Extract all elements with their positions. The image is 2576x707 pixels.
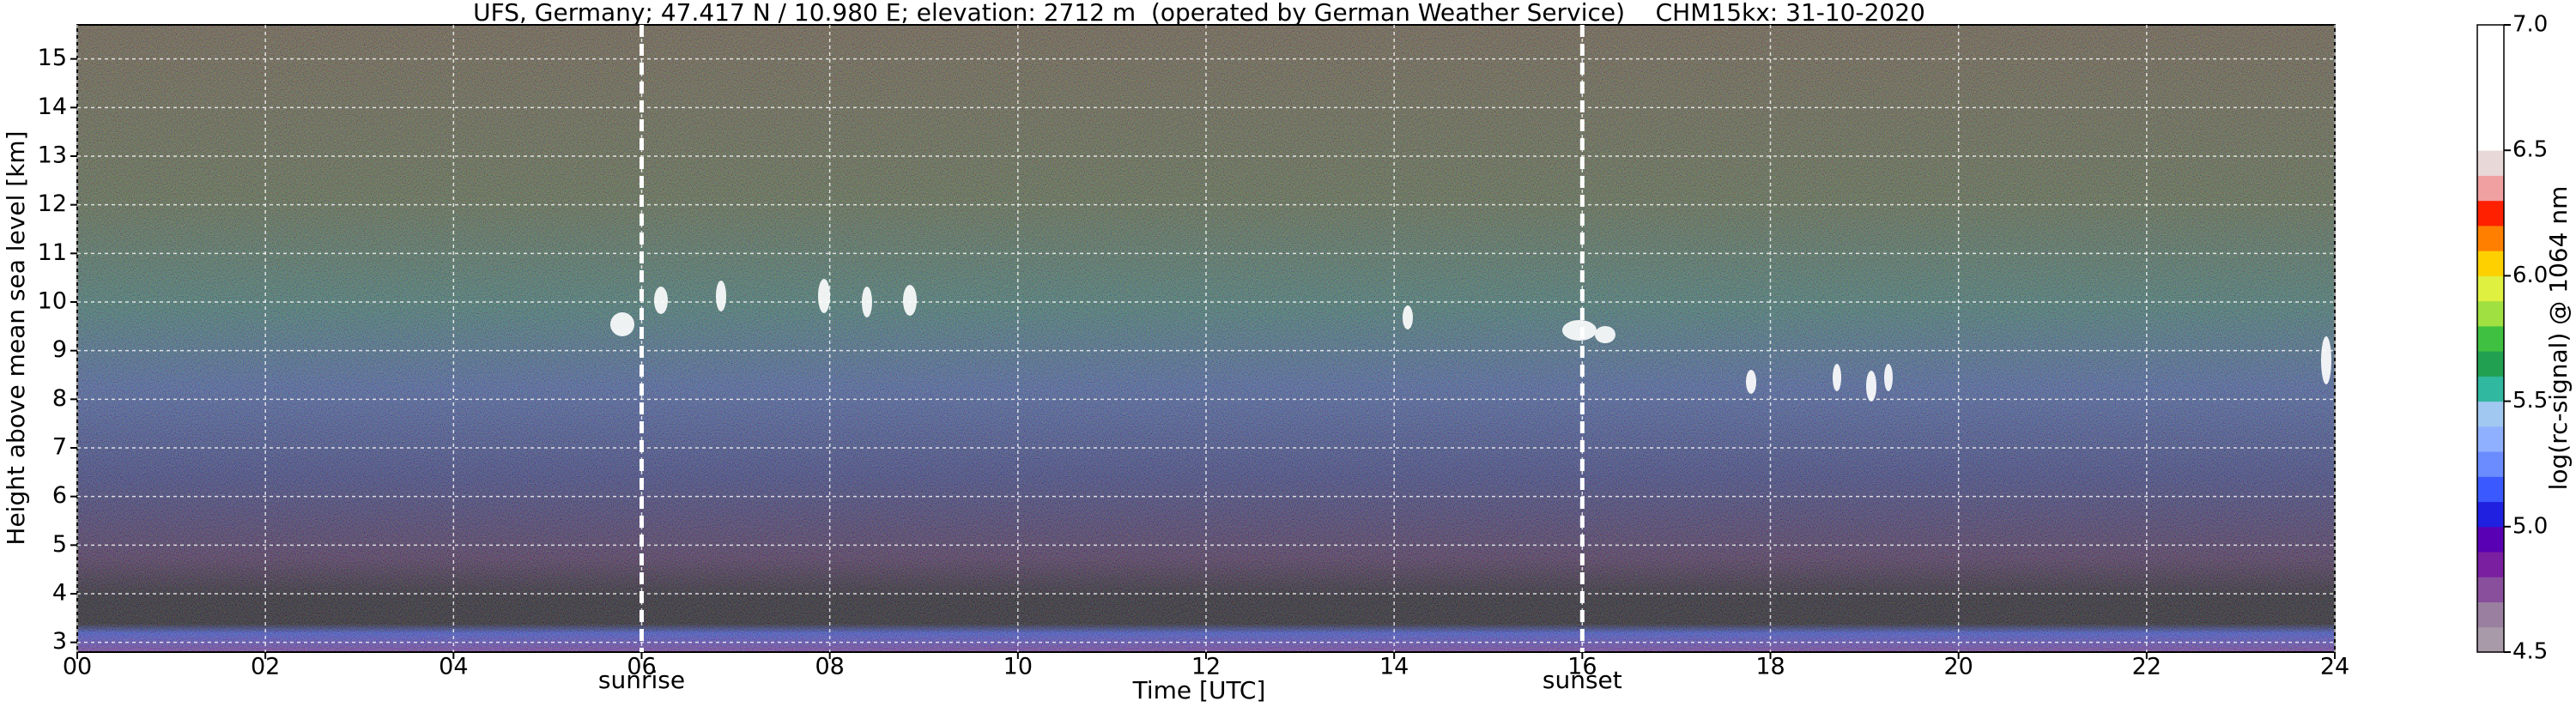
colorbar-swatch — [2477, 451, 2504, 477]
y-axis-label: Height above mean sea level [km] — [2, 130, 30, 545]
chart-title: UFS, Germany; 47.417 N / 10.980 E; eleva… — [473, 0, 1925, 27]
colorbar-swatch — [2477, 100, 2504, 126]
y-tick-label: 4 — [52, 580, 67, 607]
colorbar-swatch — [2477, 577, 2504, 603]
y-tick-label: 6 — [52, 482, 67, 509]
x-tick-label: 14 — [1379, 654, 1409, 680]
colorbar-swatch — [2477, 175, 2504, 202]
y-tick-label: 13 — [38, 142, 67, 169]
colorbar-swatch — [2477, 25, 2504, 51]
y-tick-label: 5 — [52, 531, 67, 558]
x-tick-label: 08 — [815, 654, 844, 680]
colorbar-swatch — [2477, 501, 2504, 528]
x-tick-label: 06 — [627, 654, 656, 680]
colorbar-swatch — [2477, 376, 2504, 402]
y-tick-label: 15 — [38, 45, 67, 71]
x-tick-label: 02 — [251, 654, 280, 680]
colorbar-swatch — [2477, 251, 2504, 276]
x-axis-label: Time [UTC] — [1132, 676, 1266, 704]
y-tick-label: 9 — [52, 336, 67, 363]
colorbar-swatch — [2477, 124, 2504, 151]
colorbar-tick-label: 6.5 — [2512, 137, 2548, 163]
colorbar-tick-label: 6.0 — [2512, 263, 2548, 288]
colorbar-swatch — [2477, 626, 2504, 653]
y-tick-label: 10 — [38, 288, 67, 315]
colorbar-label: log(rc-signal) @ 1064 nm — [2544, 186, 2573, 491]
y-tick-label: 14 — [38, 94, 67, 120]
colorbar-swatch — [2477, 401, 2504, 427]
annotation-label: sunrise — [598, 666, 685, 694]
colorbar-swatch — [2477, 426, 2504, 452]
y-tick-label: 8 — [52, 385, 67, 412]
y-tick-label: 3 — [52, 628, 67, 655]
x-tick-label: 10 — [1003, 654, 1033, 680]
cloud-features — [610, 279, 2331, 402]
colorbar-swatch — [2477, 552, 2504, 577]
x-tick-label: 20 — [1943, 654, 1973, 680]
colorbar-tick-label: 7.0 — [2512, 12, 2548, 38]
x-tick-label: 00 — [63, 654, 92, 680]
heatmap — [77, 25, 2335, 652]
colorbar-swatch — [2477, 601, 2504, 628]
colorbar-swatch — [2477, 325, 2504, 352]
colorbar-swatch — [2477, 351, 2504, 377]
colorbar-swatch — [2477, 150, 2504, 176]
colorbar-swatch — [2477, 526, 2504, 553]
colorbar-swatch — [2477, 476, 2504, 503]
colorbar-swatch — [2477, 200, 2504, 227]
x-tick-label: 12 — [1191, 654, 1221, 680]
y-tick-label: 11 — [38, 239, 67, 266]
x-tick-label: 24 — [2320, 654, 2349, 680]
colorbar-swatch — [2477, 225, 2504, 251]
colorbar-tick-label: 5.0 — [2512, 513, 2548, 539]
heatmap-noise — [77, 25, 2335, 652]
x-tick-label: 04 — [439, 654, 468, 680]
colorbar-tick-label: 4.5 — [2512, 639, 2548, 665]
colorbar-swatch — [2477, 50, 2504, 76]
annotation-label: sunset — [1543, 666, 1622, 694]
x-tick-label: 18 — [1755, 654, 1785, 680]
colorbar-frame — [2476, 24, 2505, 653]
y-tick-label: 12 — [38, 190, 67, 217]
x-tick-label: 16 — [1567, 654, 1597, 680]
colorbar-swatch — [2477, 300, 2504, 327]
colorbar-tick-label: 5.5 — [2512, 388, 2548, 414]
colorbar-swatch — [2477, 275, 2504, 302]
x-tick-label: 22 — [2132, 654, 2161, 680]
y-tick-label: 7 — [52, 434, 67, 461]
colorbar-swatch — [2477, 75, 2504, 101]
